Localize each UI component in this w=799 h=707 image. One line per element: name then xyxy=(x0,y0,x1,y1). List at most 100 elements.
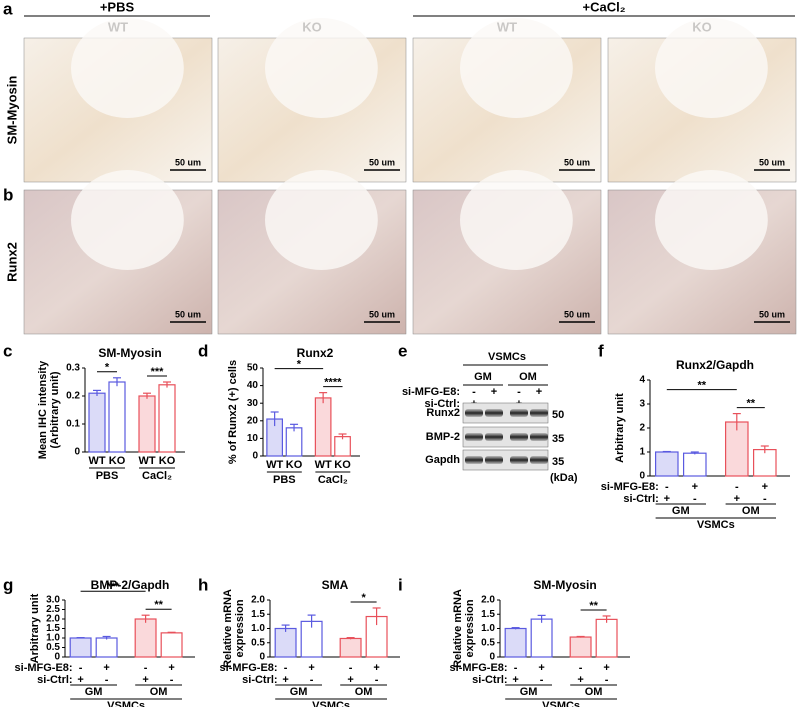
group-label: GM xyxy=(672,505,690,517)
treatment-mark: - xyxy=(735,481,739,493)
x-tick-label: KO xyxy=(286,459,303,471)
bar xyxy=(95,637,118,658)
treatment-mark: + xyxy=(664,493,670,505)
blot-band xyxy=(530,409,548,417)
x-tick-label: KO xyxy=(334,459,351,471)
significance-label: *** xyxy=(107,581,121,593)
treatment-mark: + xyxy=(168,662,174,674)
chart-title: SM-Myosin xyxy=(533,578,596,592)
treatment-mark: + xyxy=(577,674,583,686)
x-tick-label: KO xyxy=(109,455,126,467)
treatment-mark: - xyxy=(514,662,518,674)
vessel-lumen xyxy=(71,170,184,270)
significance-label: ** xyxy=(154,599,163,611)
treatment-mark: - xyxy=(517,386,521,398)
bar xyxy=(285,427,303,457)
vessel-lumen xyxy=(265,18,378,118)
bar xyxy=(88,392,106,453)
significance-label: ** xyxy=(698,380,707,392)
condition-label: +PBS xyxy=(100,0,135,14)
blot-band xyxy=(485,433,503,441)
marker-label: 35 xyxy=(552,456,564,468)
y-tick-label: 1.5 xyxy=(481,609,495,620)
significance-label: *** xyxy=(151,366,165,378)
bar-chart: Runx2% of Runx2 (+) cells 01020304050****… xyxy=(227,346,360,486)
y-tick-label: 0 xyxy=(74,447,80,458)
y-tick-label: 1.5 xyxy=(46,623,60,634)
treatment-mark: + xyxy=(142,674,148,686)
bar xyxy=(138,395,156,453)
y-tick-label: 2 xyxy=(639,423,645,434)
group-label: GM xyxy=(290,686,308,698)
bar xyxy=(69,637,92,658)
treatment-mark: + xyxy=(512,674,518,686)
marker-label: 35 xyxy=(552,433,564,445)
y-tick-label: 1.0 xyxy=(251,623,265,634)
bar-chart: Runx2/Gapdh Arbitrary unit 0 1 2 3 4 ** ** si-MFG… xyxy=(601,358,790,531)
blot-band xyxy=(465,433,483,441)
group-label: GM xyxy=(85,686,103,698)
vessel-lumen xyxy=(460,170,573,270)
band-label: BMP-2 xyxy=(426,431,460,443)
y-axis-label: Arbitrary unit xyxy=(614,393,626,463)
group-label: CaCl₂ xyxy=(142,470,172,482)
y-axis-label: Relative mRNA xyxy=(452,589,464,668)
bar xyxy=(569,636,592,658)
treatment-label: si-Ctrl: xyxy=(242,674,277,686)
y-tick-label: 0 xyxy=(54,652,60,663)
scale-bar-label: 50 um xyxy=(175,157,201,167)
panel-label: b xyxy=(3,185,13,204)
group-label: OM xyxy=(585,686,603,698)
treatment-mark: - xyxy=(605,674,609,686)
treatment-label: si-MFG-E8: xyxy=(15,662,73,674)
treatment-mark: - xyxy=(170,674,174,686)
group-label: CaCl₂ xyxy=(318,474,348,486)
treatment-mark: + xyxy=(282,674,288,686)
treatment-mark: - xyxy=(349,662,353,674)
treatment-label: si-MFG-E8: xyxy=(450,662,508,674)
condition-label: +CaCl₂ xyxy=(583,0,626,14)
significance-label: **** xyxy=(324,377,342,389)
panel-label: g xyxy=(3,575,13,594)
significance-label: ** xyxy=(747,398,756,410)
y-axis-label: % of Runx2 (+) cells xyxy=(227,360,239,464)
treatment-label: si-MFG-E8: xyxy=(402,386,460,398)
y-tick-label: 1 xyxy=(639,447,645,458)
scale-bar-label: 50 um xyxy=(175,309,201,319)
bar xyxy=(654,451,679,477)
y-tick-label: 10 xyxy=(247,433,259,444)
treatment-mark: + xyxy=(538,662,544,674)
treatment-mark: - xyxy=(375,674,379,686)
y-axis-label: Relative mRNA xyxy=(222,589,234,668)
scale-bar-label: 50 um xyxy=(369,157,395,167)
x-axis-label: VSMCs xyxy=(542,700,580,707)
y-tick-label: 0 xyxy=(639,471,645,482)
treatment-mark: - xyxy=(763,493,767,505)
treatment-mark: - xyxy=(284,662,288,674)
blot-band xyxy=(465,409,483,417)
chart-title: Runx2 xyxy=(297,346,334,360)
y-tick-label: 0.1 xyxy=(66,419,80,430)
treatment-mark: - xyxy=(105,674,109,686)
chart-title: SMA xyxy=(322,578,349,592)
group-label: PBS xyxy=(273,474,296,486)
group-label: GM xyxy=(520,686,538,698)
treatment-mark: - xyxy=(693,493,697,505)
bar xyxy=(334,436,351,457)
significance-label: * xyxy=(297,359,302,371)
western-blot: VSMCsGMOMsi-MFG-E8:-+-+si-Ctrl:+-+-Runx2… xyxy=(402,351,578,484)
treatment-mark: + xyxy=(77,674,83,686)
y-tick-label: 4 xyxy=(639,375,645,386)
panel-label: c xyxy=(3,341,12,360)
vessel-lumen xyxy=(460,18,573,118)
blot-band xyxy=(485,456,503,464)
treatment-mark: + xyxy=(762,481,768,493)
significance-label: * xyxy=(361,592,366,604)
treatment-label: si-MFG-E8: xyxy=(601,481,659,493)
y-tick-label: 2.5 xyxy=(46,604,60,615)
bar-chart: SMA Relative mRNA expression 0 0.5 1.0 1.5 2.0 *… xyxy=(220,578,400,707)
treatment-mark: - xyxy=(665,481,669,493)
y-axis-label: (Arbitrary unit) xyxy=(49,371,61,448)
scale-bar-label: 50 um xyxy=(564,309,590,319)
